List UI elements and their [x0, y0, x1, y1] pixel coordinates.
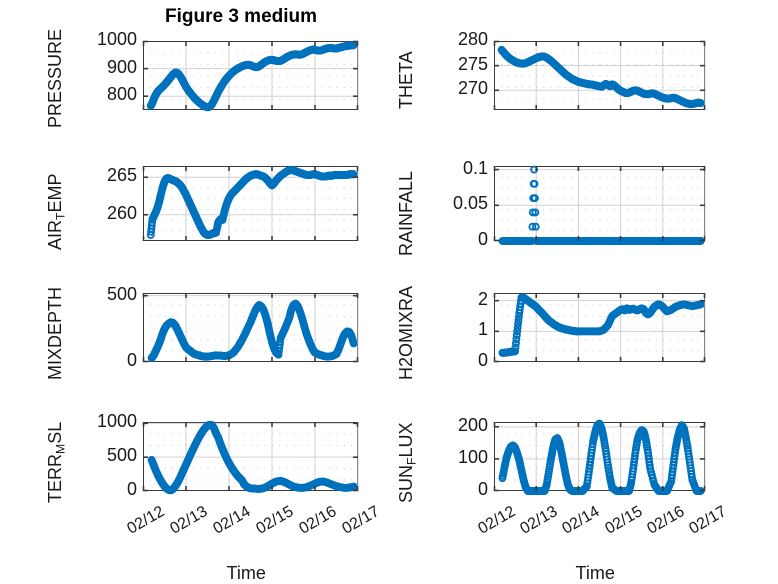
plot-axes-terr_msl: [142, 420, 359, 495]
tick-marks-terr_msl: [142, 422, 359, 492]
ytick-label-air_temp: 265: [106, 165, 137, 186]
ylabel-theta: THETA: [396, 50, 416, 109]
ytick-label-mixdepth: 0: [126, 350, 137, 370]
major-grid-rainfall: [494, 166, 706, 241]
data-series-air_temp: [146, 165, 358, 239]
ylabel-mixdepth: MIXDEPTH: [45, 287, 65, 381]
ytick-label-h2omixra: 1: [477, 319, 488, 340]
ylabel-sun_flux: SUNFLUX: [396, 422, 419, 503]
plot-area-mixdepth: [143, 293, 359, 362]
data-series-h2omixra: [498, 293, 705, 357]
ytick-label-pressure: 800: [106, 84, 137, 105]
plot-area-h2omixra: [494, 293, 706, 362]
plot-area-theta: [494, 41, 706, 110]
ytick-label-terr_msl: 1000: [96, 411, 137, 432]
tick-marks-rainfall: [493, 166, 706, 242]
ytick-label-theta: 270: [457, 78, 488, 99]
major-grid-mixdepth: [143, 293, 359, 362]
plot-axes-pressure: [142, 40, 359, 112]
ytick-label-rainfall: 0: [477, 229, 488, 249]
ylabel-terr_msl: TERRMSL: [45, 421, 68, 503]
ytick-label-sun_flux: 200: [457, 414, 488, 435]
plot-area-air_temp: [143, 165, 359, 241]
data-series-rainfall: [498, 165, 705, 245]
tick-marks-air_temp: [142, 166, 359, 241]
tick-marks-theta: [493, 40, 706, 110]
ytick-label-h2omixra: 0: [477, 350, 488, 370]
ylabel-rainfall: RAINFALL: [396, 171, 416, 257]
ytick-label-theta: 275: [457, 53, 488, 74]
plot-area-pressure: [143, 41, 359, 112]
plot-axes-h2omixra: [493, 293, 706, 363]
ytick-label-rainfall: 0.05: [452, 193, 488, 214]
plot-axes-rainfall: [493, 165, 706, 245]
plot-axes-theta: [493, 40, 706, 110]
ytick-label-air_temp: 260: [106, 202, 137, 223]
xlabel: Time: [226, 563, 266, 583]
tick-marks-h2omixra: [493, 293, 706, 363]
tick-marks-sun_flux: [493, 422, 706, 492]
ytick-label-rainfall: 0.1: [462, 157, 488, 178]
figure-title: Figure 3 medium: [165, 6, 318, 27]
plot-area-sun_flux: [494, 419, 706, 495]
plot-axes-air_temp: [142, 165, 359, 241]
tick-marks-mixdepth: [142, 293, 359, 363]
ytick-label-sun_flux: 100: [457, 446, 488, 467]
data-series-terr_msl: [147, 420, 358, 495]
ylabel-pressure: PRESSURE: [45, 29, 65, 129]
plot-area-terr_msl: [143, 420, 359, 495]
ylabel-h2omixra: H2OMIXRA: [396, 286, 416, 381]
major-grid-sun_flux: [494, 422, 706, 491]
ytick-label-terr_msl: 0: [126, 479, 137, 499]
ytick-label-theta: 280: [457, 29, 488, 49]
xlabel: Time: [575, 563, 615, 583]
tick-marks-pressure: [142, 40, 359, 110]
plot-axes-mixdepth: [142, 293, 359, 363]
data-series-mixdepth: [147, 299, 358, 362]
plot-axes-sun_flux: [493, 419, 706, 495]
ytick-label-terr_msl: 500: [106, 445, 137, 466]
ytick-label-mixdepth: 500: [106, 283, 137, 304]
ytick-label-h2omixra: 2: [477, 288, 488, 309]
ylabel-air_temp: AIRTEMP: [45, 173, 68, 250]
ytick-label-pressure: 1000: [96, 29, 137, 49]
data-series-theta: [497, 45, 705, 109]
ytick-label-pressure: 900: [106, 56, 137, 77]
plot-area-rainfall: [494, 165, 706, 245]
ytick-label-sun_flux: 0: [477, 479, 488, 499]
data-series-sun_flux: [498, 419, 705, 495]
data-series-pressure: [146, 41, 358, 112]
